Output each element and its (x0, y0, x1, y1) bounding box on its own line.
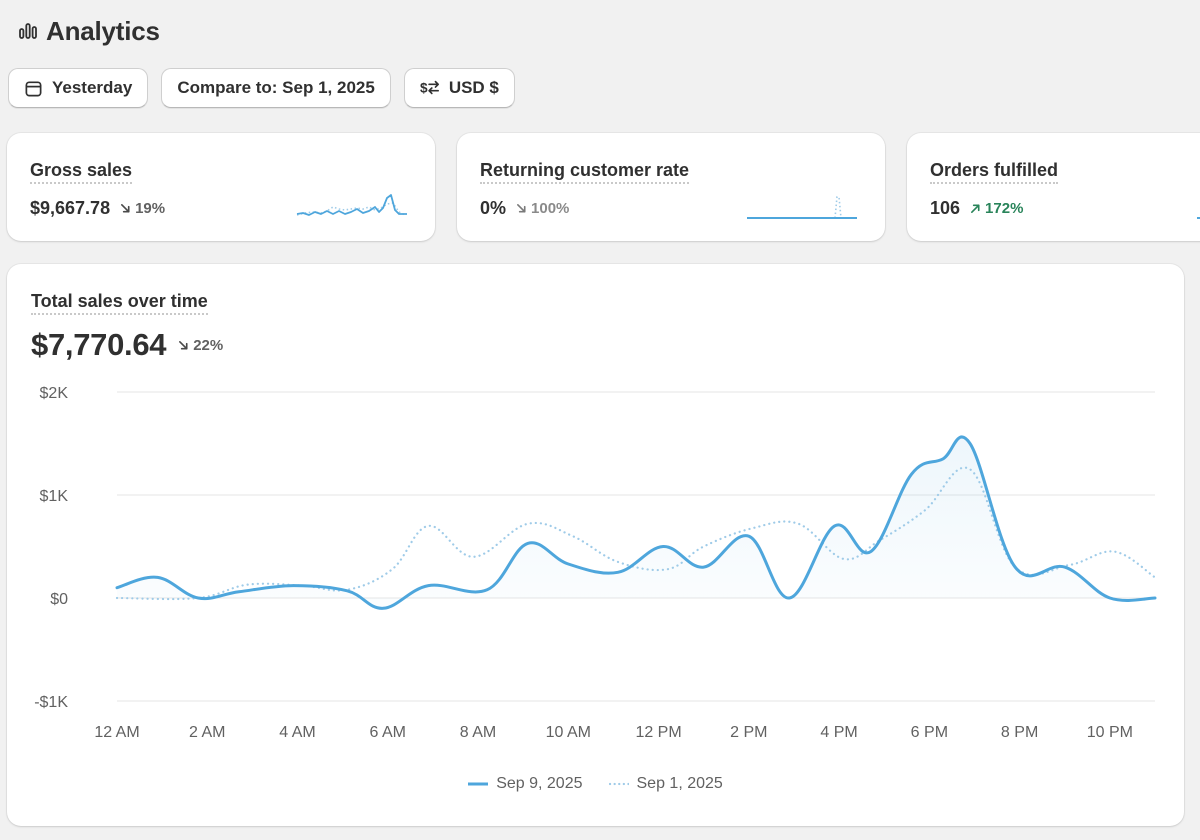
calendar-icon (24, 79, 43, 98)
currency-button[interactable]: $ USD $ (403, 68, 515, 108)
bar-chart-icon (18, 21, 38, 41)
y-tick-label: $2K (40, 385, 69, 402)
filter-bar: Yesterday Compare to: Sep 1, 2025 $ USD … (8, 68, 515, 108)
metric-value-row: $9,667.78 19% (30, 198, 165, 219)
x-tick-label: 10 AM (546, 724, 591, 741)
legend-solid-line-icon (468, 782, 489, 786)
legend-label: Sep 9, 2025 (496, 775, 583, 792)
series-line-primary (115, 435, 1157, 610)
x-tick-label: 6 AM (370, 724, 406, 741)
y-tick-label: -$1K (34, 694, 68, 711)
orders-fulfilled-card[interactable]: Orders fulfilled 106 172% (907, 133, 1200, 241)
primary-area (117, 436, 1155, 609)
metric-value-row: 0% 100% (480, 198, 569, 219)
x-tick-label: 12 AM (94, 724, 139, 741)
metric-value: 106 (930, 198, 961, 218)
sparkline-compare (747, 196, 857, 219)
metric-delta: 19% (120, 200, 165, 217)
x-tick-label: 4 AM (279, 724, 315, 741)
metric-delta-value: 172% (985, 200, 1024, 217)
sparkline-primary (296, 194, 407, 216)
x-tick-label: 12 PM (635, 724, 681, 741)
metric-title[interactable]: Orders fulfilled (930, 160, 1059, 184)
legend-item-compare[interactable]: Sep 1, 2025 (608, 775, 723, 793)
x-tick-label: 8 PM (1001, 724, 1038, 741)
metric-title[interactable]: Returning customer rate (480, 160, 690, 184)
svg-text:$: $ (420, 81, 428, 96)
returning-rate-sparkline (747, 196, 857, 219)
y-tick-label: $0 (50, 591, 68, 608)
legend-dotted-line-icon (608, 782, 629, 786)
arrow-down-right-icon (179, 340, 188, 350)
x-tick-label: 2 AM (189, 724, 225, 741)
arrow-down-right-icon (517, 204, 526, 213)
metric-title[interactable]: Gross sales (30, 160, 133, 184)
page-header: Analytics (18, 14, 160, 48)
x-tick-label: 6 PM (911, 724, 948, 741)
date-range-label: Yesterday (52, 78, 133, 97)
orders-sparkline (1197, 217, 1200, 219)
chart-legend: Sep 9, 2025 Sep 1, 2025 (7, 775, 1184, 793)
legend-item-primary[interactable]: Sep 9, 2025 (468, 775, 583, 793)
returning-customer-rate-card[interactable]: Returning customer rate 0% 100% (457, 133, 885, 241)
sales-line-chart: $2K$1K$0-$1K 12 AM 2 AM 4 AM 6 AM 8 AM 10 AM 1… (34, 385, 1157, 741)
gross-sales-card[interactable]: Gross sales $9,667.78 19% (7, 133, 435, 241)
chart-total-delta: 22% (178, 337, 223, 354)
chart-y-axis: $2K $1K $0 -$1K (34, 385, 68, 711)
metric-delta-value: 100% (531, 200, 570, 217)
metric-delta: 100% (516, 200, 569, 217)
compare-label: Compare to: Sep 1, 2025 (177, 78, 375, 97)
compare-button[interactable]: Compare to: Sep 1, 2025 (161, 68, 391, 108)
x-tick-label: 2 PM (730, 724, 767, 741)
chart-title[interactable]: Total sales over time (31, 291, 208, 315)
chart-series (115, 435, 1157, 610)
metric-delta-value: 19% (135, 200, 166, 217)
total-sales-chart-card: Total sales over time $7,770.64 22% $2K $… (7, 264, 1184, 826)
series-line-compare (115, 466, 1157, 601)
arrow-down-right-icon (121, 204, 130, 213)
chart-total-row: $7,770.64 22% (31, 327, 223, 363)
currency-label: USD $ (448, 78, 499, 97)
x-tick-label: 10 PM (1087, 724, 1133, 741)
page-title: Analytics (46, 15, 160, 46)
chart-total-delta-value: 22% (193, 336, 224, 354)
currency-exchange-icon: $ (420, 79, 440, 97)
gross-sales-sparkline (296, 194, 407, 216)
x-tick-label: 4 PM (820, 724, 857, 741)
date-range-button[interactable]: Yesterday (8, 68, 149, 108)
chart-area-fill (117, 436, 1155, 609)
legend-label: Sep 1, 2025 (636, 775, 723, 792)
metric-value: 0% (480, 198, 507, 218)
x-tick-label: 8 AM (460, 724, 496, 741)
chart-total-value: $7,770.64 (31, 327, 167, 362)
y-tick-label: $1K (40, 488, 69, 505)
chart-x-axis: 12 AM 2 AM 4 AM 6 AM 8 AM 10 AM 12 PM 2 PM 4 PM 6… (94, 724, 1133, 741)
sparkline-compare (296, 202, 406, 216)
metric-delta: 172% (970, 200, 1023, 217)
arrow-up-right-icon (971, 204, 980, 213)
metric-value-row: 106 172% (930, 198, 1023, 219)
metric-value: $9,667.78 (30, 198, 111, 218)
